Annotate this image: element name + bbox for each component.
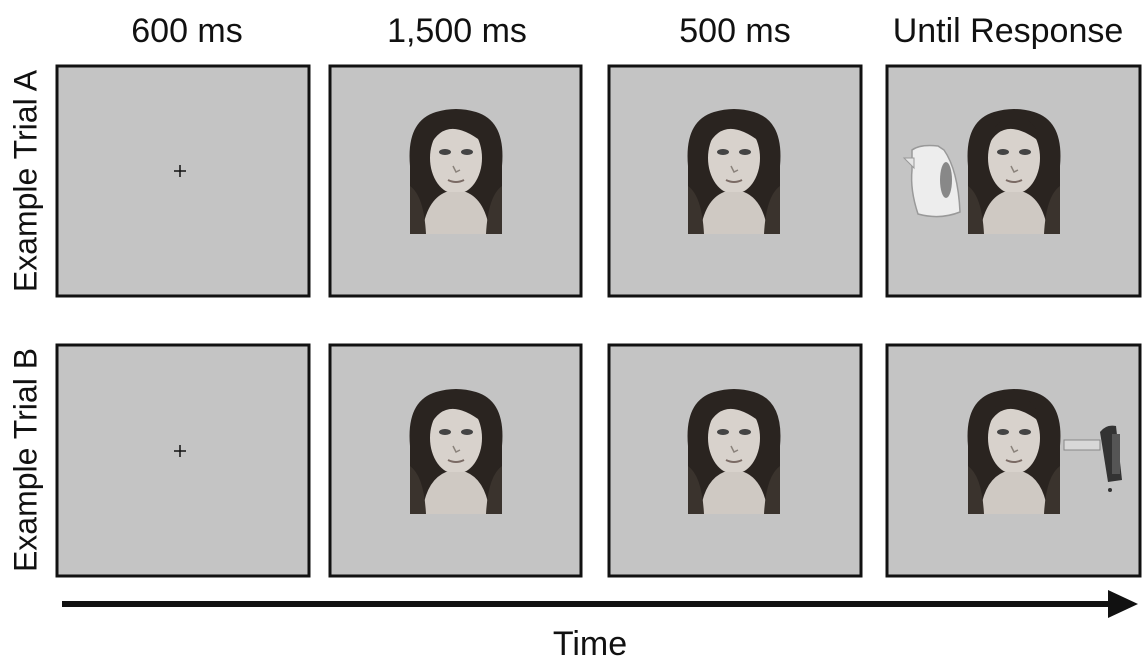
row-label: Example Trial B (7, 348, 43, 572)
column-label: 500 ms (679, 12, 791, 50)
column-label: Until Response (893, 12, 1124, 50)
kettle-image (902, 144, 961, 218)
time-arrow (62, 590, 1138, 618)
column-label: 1,500 ms (387, 12, 527, 50)
screen-panel (55, 343, 311, 578)
face-image (966, 388, 1062, 515)
axis-label: Time (553, 625, 627, 663)
face-image (408, 108, 504, 235)
screen-panel (55, 64, 311, 298)
row-label: Example Trial A (7, 69, 43, 292)
face-image (686, 388, 782, 515)
face-image (686, 108, 782, 235)
face-image (408, 388, 504, 515)
iron-image (1063, 425, 1122, 492)
column-label: 600 ms (131, 12, 243, 50)
face-image (966, 108, 1062, 235)
